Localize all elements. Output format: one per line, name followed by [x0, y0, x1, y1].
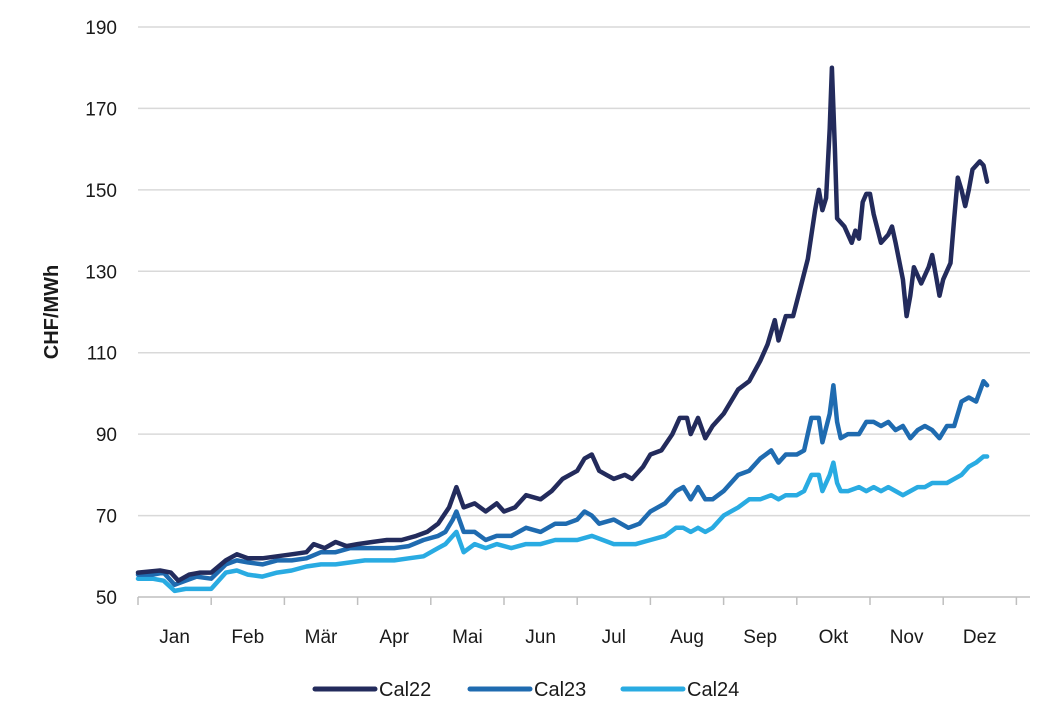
legend-label: Cal23 [534, 679, 586, 701]
legend: Cal22 Cal23 Cal24 [312, 679, 739, 701]
x-tick-label: Mai [452, 627, 483, 648]
x-tick-label: Aug [670, 627, 704, 648]
x-axis [137, 596, 1030, 605]
y-tick-label: 90 [96, 425, 117, 446]
y-tick-label: 130 [85, 262, 117, 283]
x-tick-label: Apr [379, 627, 409, 648]
x-tick-label: Sep [743, 627, 777, 648]
x-tick-label: Okt [819, 627, 849, 648]
y-tick-label: 50 [96, 588, 117, 609]
gridlines [138, 26, 1030, 517]
y-tick-label: 150 [85, 181, 117, 202]
legend-item-cal24: Cal24 [620, 679, 739, 701]
y-tick-labels: 50 70 90 110 130 150 170 190 [85, 18, 117, 609]
series-lines [135, 65, 990, 594]
series-line-cal22 [135, 65, 990, 583]
legend-item-cal22: Cal22 [312, 679, 431, 701]
x-tick-label: Mär [305, 627, 338, 648]
x-tick-labels: Jan Feb Mär Apr Mai Jun Jul Aug Sep Okt Nov Dez [159, 627, 996, 648]
series-line-cal24 [135, 454, 990, 594]
y-tick-label: 190 [85, 18, 117, 39]
legend-label: Cal22 [379, 679, 431, 701]
x-tick-label: Dez [963, 627, 997, 648]
series-line-cal23 [135, 378, 990, 588]
y-tick-label: 110 [87, 344, 117, 365]
x-tick-label: Jun [525, 627, 556, 648]
legend-item-cal23: Cal23 [467, 679, 586, 701]
y-tick-label: 170 [85, 99, 117, 120]
y-tick-label: 70 [96, 507, 117, 528]
x-tick-label: Jan [159, 627, 190, 648]
y-axis-label: CHF/MWh [41, 265, 63, 359]
x-tick-label: Nov [890, 627, 924, 648]
legend-label: Cal24 [687, 679, 739, 701]
x-tick-label: Jul [602, 627, 626, 648]
x-tick-label: Feb [231, 627, 264, 648]
